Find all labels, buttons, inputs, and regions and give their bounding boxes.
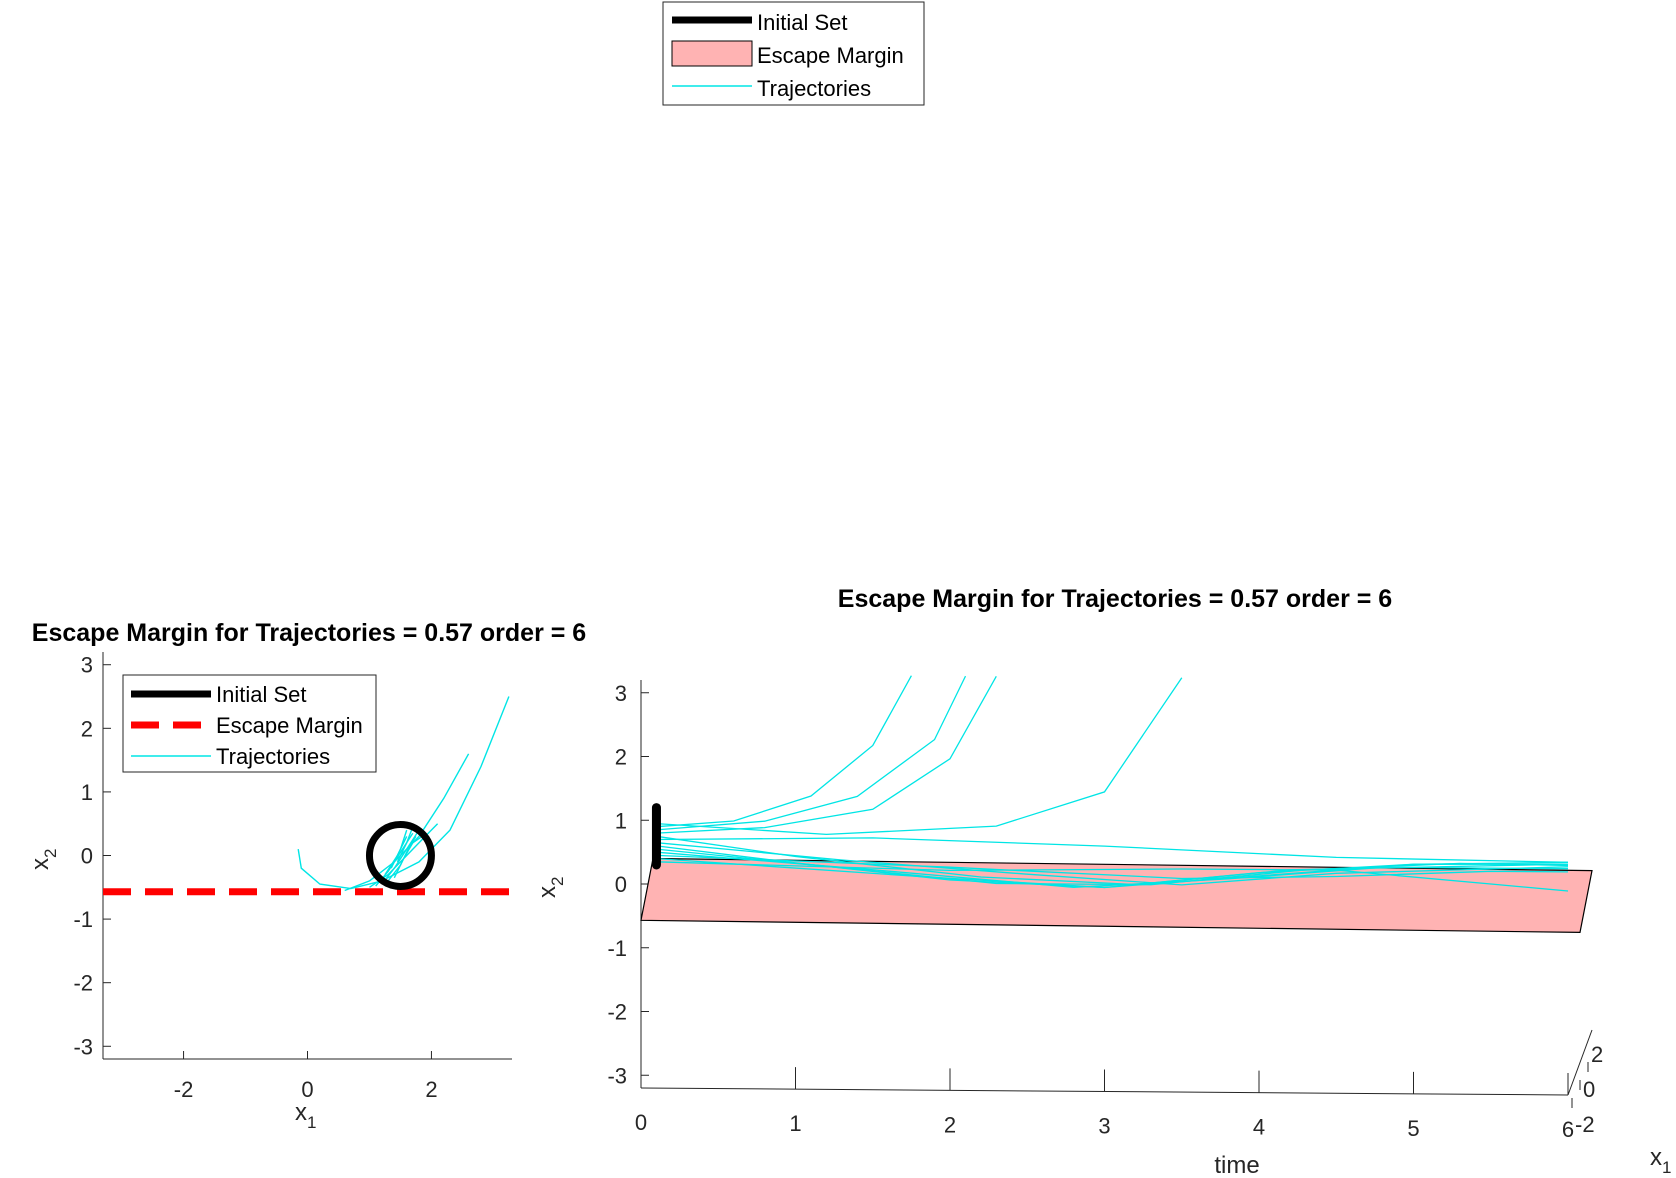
right-x-tick-label: 2 [944,1112,956,1137]
right-y-tick-label: 2 [615,745,627,770]
right-y-ticks: 3 2 1 0 -1 -2 -3 [607,681,649,1088]
right-chart-title: Escape Margin for Trajectories = 0.57 or… [838,585,1392,613]
right-y-tick-label: -1 [607,936,627,961]
top-legend: Initial Set Escape Margin Trajectories [662,1,925,106]
right-y-label: x2 [534,877,567,898]
left-legend-label-2: Trajectories [216,744,330,769]
top-legend-label-1: Escape Margin [757,43,904,68]
left-y-tick-label: 2 [81,716,93,741]
left-legend-label-1: Escape Margin [216,713,363,738]
left-x-tick-label: -2 [174,1077,194,1102]
right-trajectories [656,675,1569,892]
left-trajectory-line [396,826,414,863]
right-trajectory-line [656,675,912,828]
left-x-ticks: -2 0 2 [174,1051,438,1102]
right-escape-margin-patch [640,857,1593,934]
right-y-tick-label: -3 [607,1063,627,1088]
right-trajectory-line [656,857,1569,889]
top-legend-escape-margin-swatch [671,40,753,67]
right-x-label: time [1214,1152,1259,1178]
left-trajectory-line [390,829,408,869]
top-legend-label-0: Initial Set [757,10,848,35]
left-x-tick-label: 0 [301,1077,313,1102]
left-chart-title: Escape Margin for Trajectories = 0.57 or… [32,619,586,647]
left-y-tick-label: -3 [73,1034,93,1059]
right-trajectory-line [656,675,997,834]
right-trajectory-line [656,842,1569,886]
right-trajectory-line [656,861,1569,892]
right-z-label: x1 [1650,1144,1671,1177]
left-initial-set-circle [365,821,435,890]
right-y-tick-label: 0 [615,872,627,897]
left-y-tick-label: 1 [81,780,93,805]
left-x-label: x1 [295,1099,316,1132]
left-legend-label-0: Initial Set [216,682,307,707]
right-x-tick-label: 4 [1253,1115,1265,1140]
right-x-tick-label: 0 [635,1110,647,1135]
left-trajectory-line [381,829,420,885]
left-x-tick-label: 2 [425,1077,437,1102]
left-legend: Initial Set Escape Margin Trajectories [122,674,377,773]
left-y-ticks: 3 2 1 0 -1 -2 -3 [73,653,111,1059]
top-legend-label-2: Trajectories [757,76,871,101]
right-y-tick-label: 3 [615,681,627,706]
right-y-tick-label: 1 [615,808,627,833]
right-x-tick-label: 3 [1098,1114,1110,1139]
right-depth-tick-label: -2 [1575,1112,1595,1137]
right-x-tick-label: 5 [1407,1116,1419,1141]
right-trajectory-line [656,675,967,831]
right-x-tick-label: 1 [789,1111,801,1136]
left-plot-area: 3 2 1 0 -1 -2 -3 -2 0 2 [73,652,512,1102]
right-trajectory-line [656,854,1569,880]
right-depth-ticks: 2 0 -2 [1571,1042,1603,1137]
right-depth-tick-label: 0 [1583,1077,1595,1102]
left-y-tick-label: -2 [73,971,93,996]
left-chart: Escape Margin for Trajectories = 0.57 or… [27,619,586,1132]
left-trajectory-line [393,835,423,879]
right-x-tick-label: 6 [1562,1117,1574,1142]
right-chart: Escape Margin for Trajectories = 0.57 or… [534,585,1671,1178]
left-y-label: x2 [27,849,60,870]
left-y-tick-label: -1 [73,907,93,932]
left-y-tick-label: 3 [81,653,93,678]
right-y-tick-label: -2 [607,1000,627,1025]
right-depth-tick-label: 2 [1591,1042,1603,1067]
right-x-ticks: 0 1 2 3 4 5 6 [635,1066,1574,1142]
right-trajectory-line [656,677,1183,836]
right-depth-axis-line [1567,1029,1593,1096]
left-y-tick-label: 0 [81,844,93,869]
right-trajectory-line [656,837,1569,863]
